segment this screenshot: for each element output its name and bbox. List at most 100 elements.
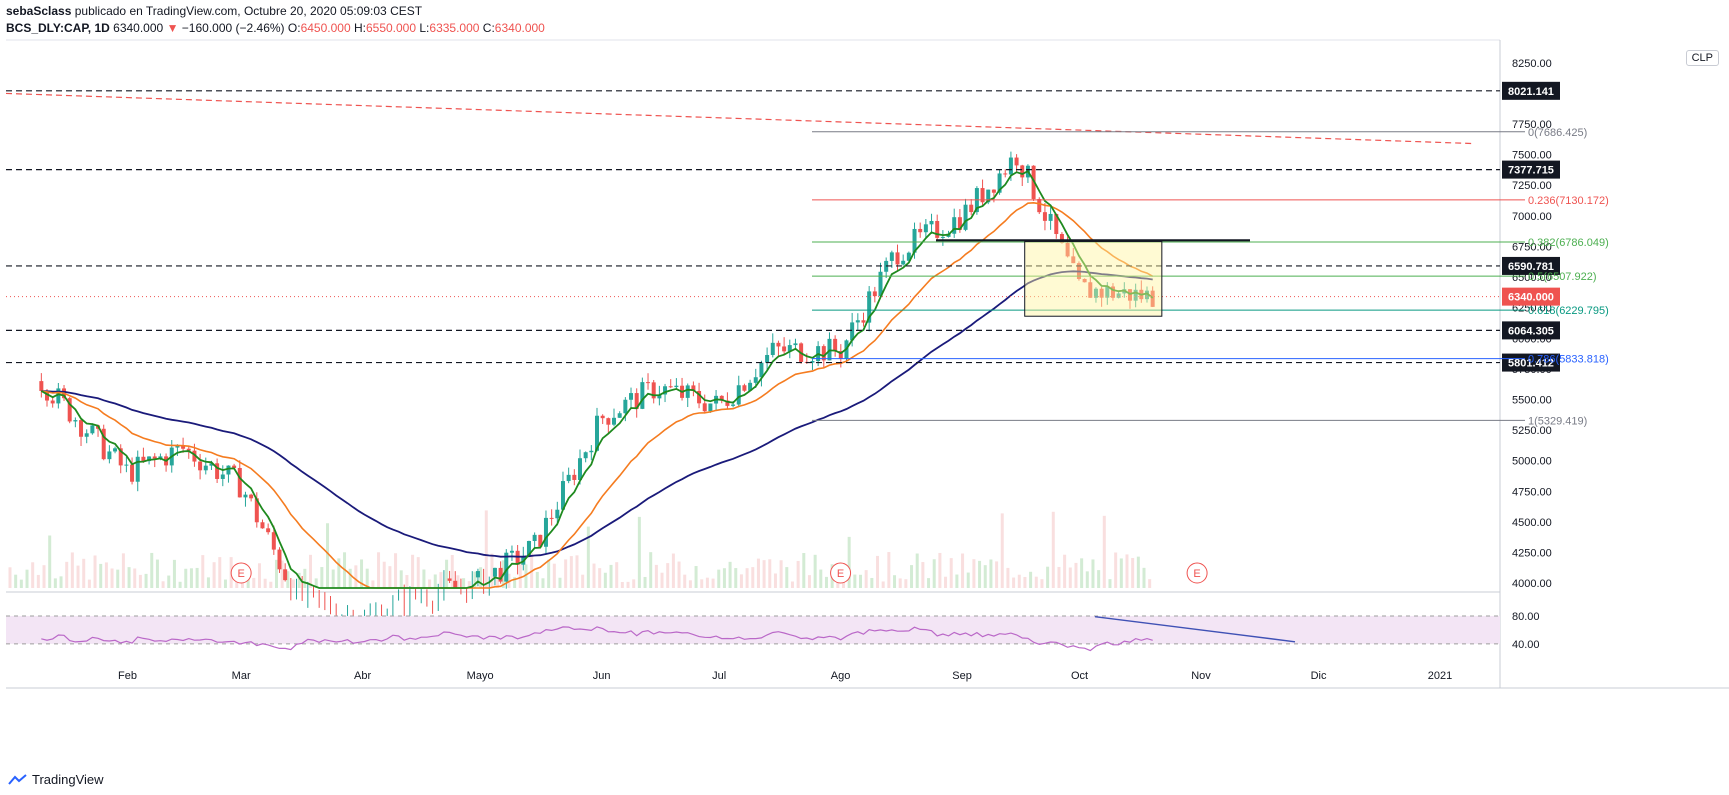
volume-bar — [700, 579, 704, 588]
price-tick-label: 6250.00 — [1512, 303, 1552, 315]
candle-body — [748, 382, 753, 391]
volume-bar — [694, 566, 698, 588]
volume-bar — [558, 577, 562, 588]
volume-bar — [388, 566, 392, 588]
price-tick-label: 6750.00 — [1512, 241, 1552, 253]
footer-brand[interactable]: TradingView — [8, 772, 104, 787]
candle-body — [1008, 157, 1013, 175]
candle-body — [872, 291, 877, 297]
volume-bar — [717, 569, 721, 588]
candle-body — [515, 550, 520, 565]
volume-bar — [292, 579, 295, 588]
candle-body — [226, 465, 231, 475]
volume-bar — [360, 559, 364, 588]
volume-bar — [314, 578, 318, 588]
volume-bar — [751, 567, 755, 588]
key-level-badge — [1502, 353, 1560, 372]
price-tick-label: 8250.00 — [1512, 58, 1552, 70]
candle-body — [861, 320, 866, 323]
volume-bar — [518, 558, 522, 588]
key-level-badge — [1502, 160, 1560, 179]
time-tick-label: 2021 — [1428, 670, 1452, 682]
candle-body — [651, 382, 656, 399]
volume-bar — [1131, 558, 1135, 588]
candle-body — [447, 578, 452, 581]
earnings-marker-icon — [1186, 562, 1208, 584]
candle-body — [935, 220, 940, 238]
candle-body — [606, 418, 611, 425]
volume-bar — [1000, 513, 1004, 588]
candle-body — [509, 550, 514, 553]
volume-bar — [348, 568, 352, 588]
candle-body — [181, 445, 186, 449]
candle-body — [1099, 288, 1104, 298]
candle-body — [731, 404, 736, 406]
candle-body — [1065, 242, 1070, 257]
candle-body — [1110, 286, 1115, 298]
volume-bar — [864, 570, 868, 588]
volume-bar — [65, 561, 69, 588]
candle-body — [175, 445, 180, 448]
volume-bar — [966, 572, 970, 588]
high-label: H: — [353, 21, 366, 35]
volume-bar — [144, 573, 148, 588]
volume-bar — [127, 567, 131, 588]
volume-bar — [439, 572, 443, 588]
candle-body — [810, 361, 815, 363]
volume-bar — [1125, 554, 1129, 588]
volume-bar — [626, 581, 630, 588]
candle-body — [759, 362, 764, 378]
key-level-label: 7377.715 — [1508, 165, 1554, 177]
price-tick-label: 4000.00 — [1512, 578, 1552, 590]
candle-body — [969, 204, 974, 213]
volume-bar — [881, 581, 885, 588]
volume-bar — [297, 572, 301, 588]
candle-body — [101, 428, 106, 460]
currency-badge[interactable]: CLP — [1685, 50, 1719, 66]
rsi-level-label: 80.00 — [1512, 611, 1540, 623]
volume-bar — [150, 552, 154, 588]
volume-bar — [802, 553, 806, 588]
volume-bar — [31, 562, 35, 588]
volume-bar — [99, 563, 103, 588]
time-tick-label: Mayo — [467, 670, 494, 682]
rsi-divergence-line — [1094, 615, 1296, 643]
candle-body — [702, 403, 707, 412]
volume-bar — [1057, 566, 1061, 588]
candle-body — [203, 465, 208, 471]
volume-bar — [416, 557, 420, 588]
candle-body — [572, 474, 577, 480]
volume-bar — [394, 553, 398, 588]
volume-bar — [422, 569, 426, 588]
candle-body — [555, 509, 560, 519]
earnings-marker-icon — [230, 562, 252, 584]
volume-bar — [110, 568, 114, 588]
volume-bar — [745, 568, 749, 588]
candle-body — [232, 465, 237, 468]
low-label: L: — [419, 21, 430, 35]
key-level-badge — [1502, 256, 1560, 275]
earnings-marker-label: E — [237, 568, 244, 580]
volume-bar — [961, 553, 965, 588]
publish-info: sebaSclass publicado en TradingView.com,… — [6, 4, 422, 18]
price-tick-label: 5500.00 — [1512, 394, 1552, 406]
candle-body — [725, 400, 730, 406]
volume-bar — [1034, 576, 1038, 588]
candle-body — [889, 252, 894, 261]
candle-body — [237, 467, 242, 498]
volume-bar — [462, 578, 466, 588]
volume-bar — [711, 578, 715, 588]
time-tick-label: Abr — [354, 670, 371, 682]
volume-bar — [42, 565, 46, 588]
volume-bar — [1097, 570, 1101, 588]
volume-bar — [320, 567, 324, 588]
volume-bar — [1091, 559, 1095, 588]
candle-body — [685, 385, 690, 398]
volume-bar — [1012, 577, 1016, 588]
volume-bar — [615, 562, 619, 588]
candle-body — [906, 252, 911, 261]
volume-bar — [104, 562, 108, 588]
candle-body — [566, 474, 571, 482]
volume-bar — [467, 581, 471, 588]
